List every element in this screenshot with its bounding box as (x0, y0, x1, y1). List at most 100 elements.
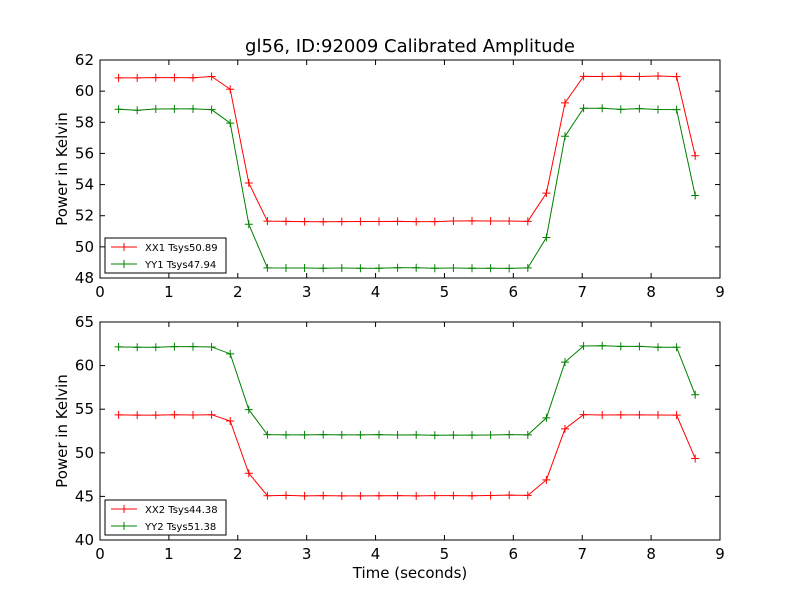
y-tick-label: 48 (75, 269, 94, 287)
x-tick-label: 4 (371, 283, 381, 301)
data-point-marker (133, 343, 142, 352)
data-point-marker (598, 410, 607, 419)
x-tick-label: 9 (715, 545, 725, 563)
data-point-marker (189, 342, 197, 351)
data-point-marker (598, 341, 607, 350)
data-point-marker (151, 411, 160, 420)
data-point-marker (244, 179, 253, 188)
data-point-marker (393, 431, 402, 440)
data-point-marker (430, 431, 439, 440)
data-point-marker (654, 72, 662, 81)
data-point-marker (616, 72, 625, 81)
plot-frame (99, 59, 721, 279)
data-point-marker (561, 98, 569, 107)
data-point-marker (356, 430, 365, 439)
data-point-marker (244, 405, 253, 414)
x-tick-label: 0 (95, 283, 105, 301)
x-tick-label: 8 (646, 283, 656, 301)
data-point-marker (226, 349, 235, 358)
data-point-marker (635, 342, 644, 351)
data-point-marker (672, 72, 681, 81)
x-tick-label: 3 (302, 283, 312, 301)
y-tick-label: 50 (75, 444, 94, 462)
data-point-marker (654, 105, 662, 114)
series-line (118, 414, 696, 497)
data-point-marker (561, 424, 569, 433)
y-axis-label: Power in Kelvin (53, 112, 71, 226)
data-point-marker (412, 430, 421, 439)
data-point-marker (468, 264, 476, 273)
data-point-marker (207, 410, 216, 419)
data-point-marker (505, 264, 514, 273)
data-point-marker (523, 217, 532, 226)
data-point-marker (449, 217, 458, 226)
data-point-marker (430, 217, 439, 226)
data-point-marker (523, 263, 532, 272)
x-axis-label: Time (seconds) (352, 564, 468, 582)
y-tick-label: 50 (75, 238, 94, 256)
data-point-marker (114, 73, 123, 82)
y-tick-label: 52 (75, 207, 94, 225)
data-point-marker (263, 491, 272, 500)
y-tick-label: 40 (75, 531, 94, 549)
x-tick-label: 2 (233, 283, 243, 301)
legend-swatch-marker (120, 505, 128, 513)
y-tick-label: 62 (75, 51, 94, 69)
data-point-marker (319, 217, 328, 226)
x-tick-label: 4 (371, 545, 381, 563)
data-point-marker (449, 264, 458, 273)
data-point-marker (356, 264, 365, 273)
data-point-marker (393, 491, 402, 500)
data-point-marker (393, 263, 402, 272)
data-point-marker (151, 343, 160, 352)
data-point-marker (616, 342, 625, 351)
data-point-marker (486, 264, 495, 273)
data-point-marker (151, 105, 160, 114)
x-tick-label: 6 (509, 545, 519, 563)
data-point-marker (412, 491, 421, 500)
legend-label: YY1 Tsys47.94 (144, 260, 216, 271)
x-tick-label: 2 (233, 545, 243, 563)
data-point-marker (282, 491, 290, 500)
legend: XX2 Tsys44.38 YY2 Tsys51.38 (104, 499, 227, 536)
data-point-marker (189, 73, 197, 82)
data-point-marker (133, 411, 142, 420)
series-1-1 (114, 72, 700, 226)
data-point-marker (691, 454, 700, 463)
data-point-marker (505, 217, 514, 226)
x-tick-label: 1 (164, 283, 174, 301)
data-point-marker (114, 410, 123, 419)
data-point-marker (542, 189, 551, 198)
data-point-marker (691, 191, 700, 200)
data-point-marker (337, 217, 346, 226)
legend-label: XX1 Tsys50.89 (145, 243, 218, 254)
data-point-marker (505, 430, 514, 439)
data-point-marker (635, 72, 644, 81)
data-point-marker (412, 217, 421, 226)
legend-box (104, 237, 227, 274)
legend-label: XX2 Tsys44.38 (145, 505, 218, 516)
data-point-marker (468, 216, 476, 225)
data-point-marker (542, 475, 551, 484)
data-point-marker (244, 469, 253, 478)
legend-swatch-marker (120, 522, 128, 530)
data-point-marker (207, 105, 216, 114)
series-2-2 (114, 341, 700, 440)
data-point-marker (430, 491, 439, 500)
data-point-marker (672, 343, 681, 352)
data-point-marker (114, 105, 123, 114)
data-point-marker (226, 85, 235, 94)
data-point-marker (151, 73, 160, 82)
data-point-marker (393, 217, 402, 226)
plot-frame (99, 321, 721, 541)
data-point-marker (375, 491, 383, 500)
y-tick-label: 54 (75, 176, 94, 194)
data-point-marker (449, 431, 458, 440)
data-point-marker (449, 491, 458, 500)
x-tick-label: 3 (302, 545, 312, 563)
data-point-marker (300, 264, 309, 273)
data-point-marker (561, 132, 569, 141)
